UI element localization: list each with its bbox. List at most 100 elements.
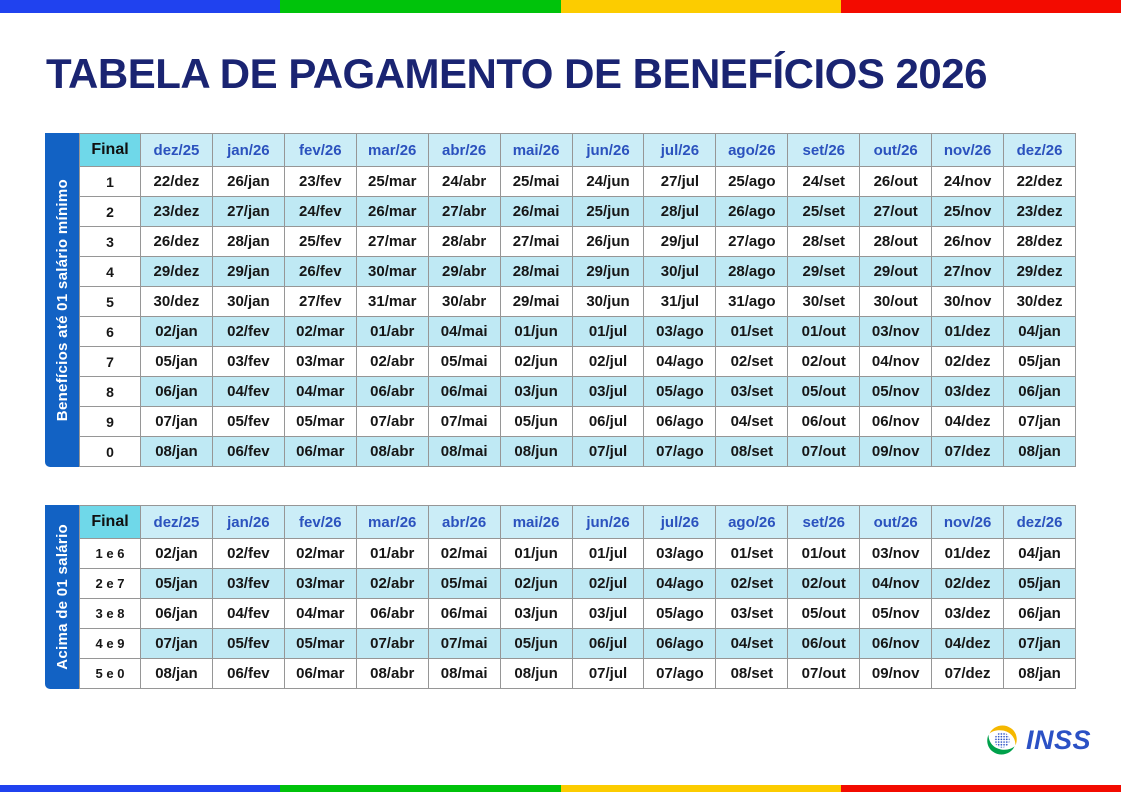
payment-date-cell: 06/out (787, 406, 861, 437)
payment-date-cell: 07/out (787, 436, 861, 467)
month-header: fev/26 (283, 133, 357, 167)
page-title: TABELA DE PAGAMENTO DE BENEFÍCIOS 2026 (46, 50, 987, 97)
payment-date-cell: 01/jun (499, 538, 573, 569)
payment-date-cell: 06/nov (859, 406, 933, 437)
payment-date-cell: 07/jan (1003, 628, 1076, 659)
payment-date-cell: 07/jul (571, 436, 645, 467)
payment-date-cell: 05/jan (1003, 568, 1076, 599)
payment-date-cell: 04/fev (211, 376, 285, 407)
payment-date-cell: 06/jul (571, 628, 645, 659)
final-digit-cell: 7 (79, 346, 141, 377)
payment-date-cell: 26/out (859, 166, 933, 197)
payment-date-cell: 03/nov (859, 538, 933, 569)
month-header: jun/26 (571, 505, 645, 539)
payment-table-minimum-wage: Benefícios até 01 salário mínimo Final de… (45, 133, 1076, 467)
payment-date-cell: 03/set (715, 376, 789, 407)
payment-date-cell: 08/abr (355, 658, 429, 689)
payment-date-cell: 04/jan (1003, 538, 1076, 569)
month-header: out/26 (859, 505, 933, 539)
table-row: 1 22/dez 26/jan 23/fev 25/mar 24/abr 25/mai 24/… (79, 166, 1076, 197)
payment-date-cell: 04/set (715, 406, 789, 437)
inss-logo-text: INSS (1026, 724, 1092, 755)
payment-date-cell: 02/set (715, 568, 789, 599)
final-digit-cell: 8 (79, 376, 141, 407)
payment-date-cell: 03/fev (211, 568, 285, 599)
payment-date-cell: 08/set (715, 436, 789, 467)
payment-date-cell: 04/nov (859, 568, 933, 599)
payment-date-cell: 05/mai (427, 568, 501, 599)
payment-date-cell: 02/fev (211, 316, 285, 347)
payment-date-cell: 29/set (787, 256, 861, 287)
payment-date-cell: 28/ago (715, 256, 789, 287)
payment-table-above-minimum: Acima de 01 salário Final dez/25 jan/26 fev… (45, 505, 1076, 689)
payment-date-cell: 02/mar (283, 538, 357, 569)
payment-date-cell: 04/jan (1003, 316, 1076, 347)
payment-date-cell: 06/out (787, 628, 861, 659)
payment-table: Final dez/25 jan/26 fev/26 mar/26 abr/26 mai/2… (79, 505, 1076, 689)
table-header: Final dez/25 jan/26 fev/26 mar/26 abr/26 mai/2… (79, 505, 1076, 539)
payment-date-cell: 08/jan (140, 658, 213, 689)
payment-date-cell: 27/mai (499, 226, 573, 257)
payment-date-cell: 26/jan (211, 166, 285, 197)
payment-date-cell: 03/mar (283, 346, 357, 377)
bottom-bar-yellow-segment (560, 785, 841, 792)
payment-date-cell: 04/ago (643, 346, 717, 377)
top-bar-blue-segment (0, 0, 281, 13)
payment-date-cell: 05/jan (140, 568, 213, 599)
final-digit-cell: 4 (79, 256, 141, 287)
payment-date-cell: 02/set (715, 346, 789, 377)
payment-date-cell: 26/dez (140, 226, 213, 257)
payment-date-cell: 23/fev (283, 166, 357, 197)
payment-date-cell: 30/dez (1003, 286, 1076, 317)
payment-date-cell: 05/ago (643, 376, 717, 407)
month-header: jul/26 (643, 133, 717, 167)
payment-date-cell: 06/fev (211, 436, 285, 467)
payment-table: Final dez/25 jan/26 fev/26 mar/26 abr/26 mai/2… (79, 133, 1076, 467)
payment-date-cell: 06/jan (1003, 376, 1076, 407)
month-header: jun/26 (571, 133, 645, 167)
payment-date-cell: 07/abr (355, 628, 429, 659)
payment-date-cell: 27/abr (427, 196, 501, 227)
payment-date-cell: 28/dez (1003, 226, 1076, 257)
final-digit-cell: 6 (79, 316, 141, 347)
table-body: 1 22/dez 26/jan 23/fev 25/mar 24/abr 25/mai 24/… (79, 166, 1076, 467)
payment-date-cell: 27/out (859, 196, 933, 227)
payment-date-cell: 01/out (787, 538, 861, 569)
payment-date-cell: 26/nov (931, 226, 1005, 257)
month-header: jan/26 (211, 133, 285, 167)
payment-date-cell: 26/mai (499, 196, 573, 227)
payment-date-cell: 05/mar (283, 628, 357, 659)
final-header-cell: Final (79, 133, 141, 167)
payment-date-cell: 29/jun (571, 256, 645, 287)
payment-date-cell: 24/jun (571, 166, 645, 197)
payment-date-cell: 04/mar (283, 598, 357, 629)
payment-date-cell: 02/dez (931, 568, 1005, 599)
payment-date-cell: 06/nov (859, 628, 933, 659)
payment-date-cell: 08/mai (427, 436, 501, 467)
payment-date-cell: 27/jan (211, 196, 285, 227)
payment-date-cell: 03/ago (643, 316, 717, 347)
payment-date-cell: 31/mar (355, 286, 429, 317)
payment-date-cell: 02/fev (211, 538, 285, 569)
payment-date-cell: 05/fev (211, 406, 285, 437)
payment-date-cell: 26/jun (571, 226, 645, 257)
month-header: jan/26 (211, 505, 285, 539)
payment-date-cell: 26/fev (283, 256, 357, 287)
payment-date-cell: 30/out (859, 286, 933, 317)
payment-date-cell: 05/nov (859, 376, 933, 407)
payment-date-cell: 25/mar (355, 166, 429, 197)
payment-date-cell: 01/jul (571, 538, 645, 569)
payment-date-cell: 02/mar (283, 316, 357, 347)
payment-date-cell: 25/ago (715, 166, 789, 197)
payment-date-cell: 26/ago (715, 196, 789, 227)
payment-date-cell: 01/dez (931, 538, 1005, 569)
payment-date-cell: 05/mar (283, 406, 357, 437)
final-digit-cell: 3 (79, 226, 141, 257)
payment-date-cell: 28/mai (499, 256, 573, 287)
payment-date-cell: 23/dez (1003, 196, 1076, 227)
payment-date-cell: 28/abr (427, 226, 501, 257)
month-header: mai/26 (499, 505, 573, 539)
payment-date-cell: 30/set (787, 286, 861, 317)
payment-date-cell: 02/out (787, 568, 861, 599)
payment-date-cell: 05/out (787, 376, 861, 407)
